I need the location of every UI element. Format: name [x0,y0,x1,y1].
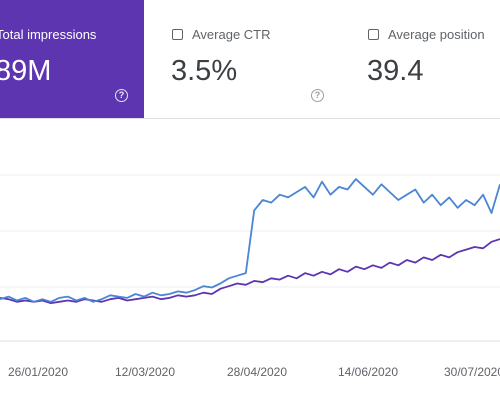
cards-divider [0,118,500,119]
metric-cards: Total impressions 89M ? Average CTR 3.5%… [0,0,500,118]
question-mark-circle-icon[interactable]: ? [115,89,128,102]
average-position-card[interactable]: Average position 39.4 [340,0,500,118]
total-impressions-label: Total impressions [0,27,97,42]
checkbox-unchecked-icon[interactable] [368,29,379,40]
x-tick-label: 26/01/2020 [8,365,68,379]
total-impressions-value: 89M [0,55,52,87]
chart-series [0,178,500,305]
x-tick-label: 12/03/2020 [115,365,175,379]
x-tick-label: 30/07/2020 [444,365,500,379]
total-impressions-card[interactable]: Total impressions 89M ? [0,0,144,118]
x-tick-label: 28/04/2020 [227,365,287,379]
question-mark-circle-icon[interactable]: ? [311,89,324,102]
average-position-label: Average position [388,27,485,42]
performance-line-chart[interactable]: 26/01/2020 12/03/2020 28/04/2020 14/06/2… [0,119,500,400]
average-ctr-value: 3.5% [171,55,238,87]
secondary-series-line [0,178,500,303]
average-position-value: 39.4 [367,55,424,87]
checkbox-unchecked-icon[interactable] [172,29,183,40]
x-tick-label: 14/06/2020 [338,365,398,379]
average-ctr-card[interactable]: Average CTR 3.5% ? [144,0,340,118]
chart-x-tick-labels: 26/01/2020 12/03/2020 28/04/2020 14/06/2… [8,365,500,379]
average-ctr-label: Average CTR [192,27,271,42]
impressions-series-line [0,238,500,305]
chart-gridlines [0,174,500,342]
